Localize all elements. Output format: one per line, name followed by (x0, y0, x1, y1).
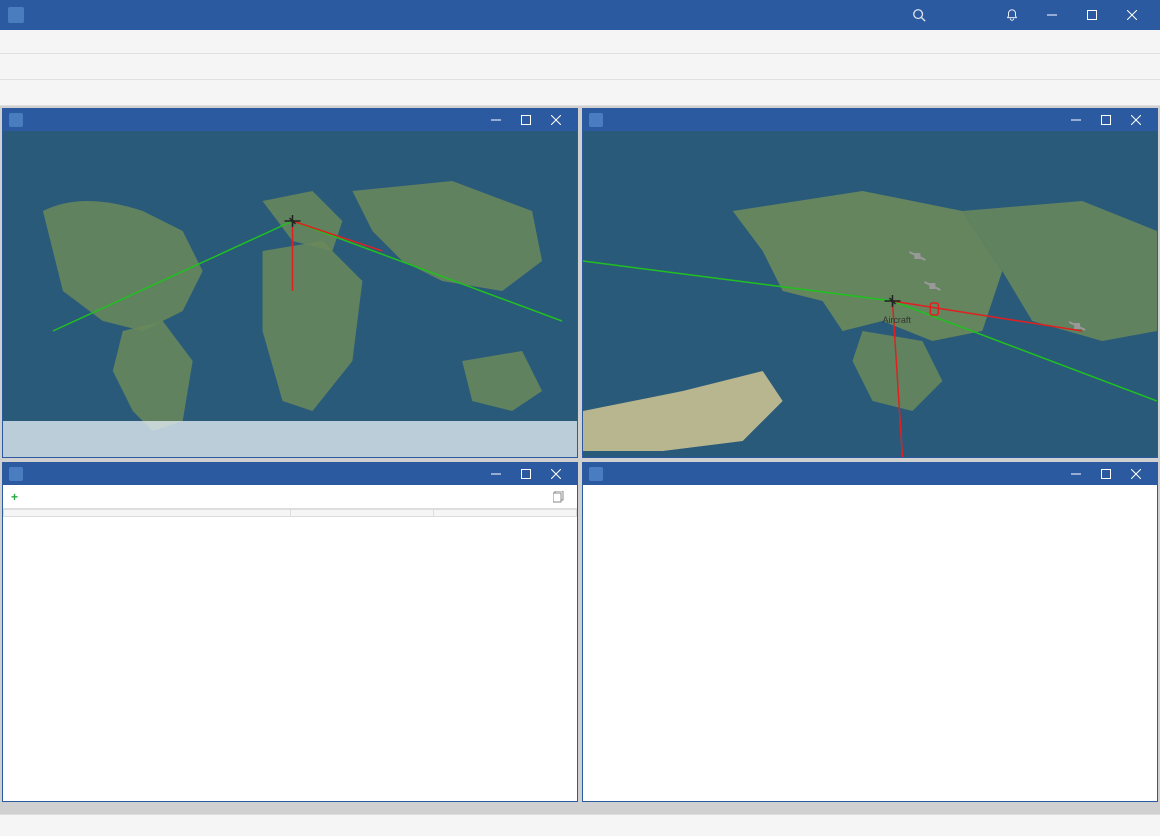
close-button[interactable] (1112, 0, 1152, 30)
panel-close-button[interactable] (1121, 110, 1151, 130)
world-map[interactable] (3, 131, 577, 457)
watch-table (3, 509, 577, 517)
panel-maximize-button[interactable] (511, 464, 541, 484)
maximize-button[interactable] (1072, 0, 1112, 30)
panel-icon (9, 467, 23, 481)
panel-maximize-button[interactable] (1091, 110, 1121, 130)
copy-button[interactable] (553, 491, 569, 503)
chart-plot[interactable] (591, 497, 969, 793)
titlebar (0, 0, 1160, 30)
workspace: Aircraft + (0, 106, 1160, 816)
modify-watches-button[interactable]: + (11, 490, 22, 504)
panel-icon (9, 113, 23, 127)
search-box[interactable] (912, 8, 932, 22)
panel-chart (582, 462, 1158, 802)
panel-icon (589, 467, 603, 481)
minimize-button[interactable] (1032, 0, 1072, 30)
menubar (0, 30, 1160, 54)
europe-map[interactable]: Aircraft (583, 131, 1157, 457)
col-units[interactable] (433, 510, 576, 517)
panel-icon (589, 113, 603, 127)
svg-text:Aircraft: Aircraft (882, 315, 911, 325)
statusbar (0, 814, 1160, 836)
copy-icon (553, 491, 565, 503)
panel-close-button[interactable] (541, 464, 571, 484)
panel-close-button[interactable] (1121, 464, 1151, 484)
plus-icon: + (11, 490, 18, 504)
panel-maximize-button[interactable] (511, 110, 541, 130)
notification-icon[interactable] (992, 0, 1032, 30)
panel-minimize-button[interactable] (1061, 464, 1091, 484)
app-icon (8, 7, 24, 23)
panel-minimize-button[interactable] (1061, 110, 1091, 130)
search-icon (912, 8, 926, 22)
panel-europe-map: Aircraft (582, 108, 1158, 458)
panel-close-button[interactable] (541, 110, 571, 130)
panel-watch-table: + (2, 462, 578, 802)
panel-minimize-button[interactable] (481, 110, 511, 130)
col-variable[interactable] (4, 510, 291, 517)
col-value[interactable] (290, 510, 433, 517)
panel-maximize-button[interactable] (1091, 464, 1121, 484)
toolbar-1 (0, 54, 1160, 80)
chart-legend (969, 497, 1149, 793)
panel-world-map (2, 108, 578, 458)
panel-minimize-button[interactable] (481, 464, 511, 484)
toolbar-2 (0, 80, 1160, 106)
